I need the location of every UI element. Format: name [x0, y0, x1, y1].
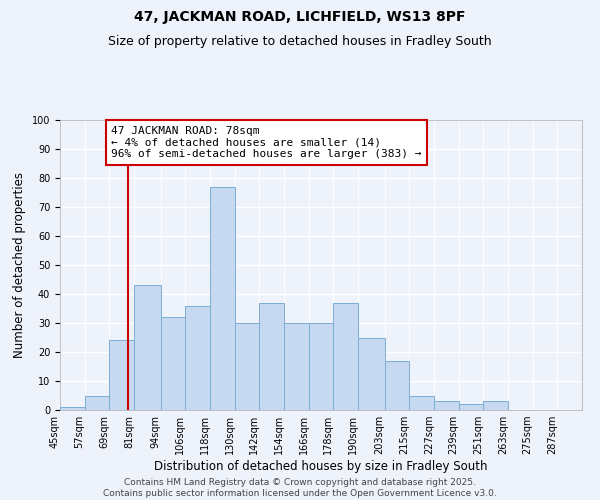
- Bar: [358, 338, 385, 410]
- Bar: [210, 186, 235, 410]
- Bar: [161, 317, 185, 410]
- X-axis label: Distribution of detached houses by size in Fradley South: Distribution of detached houses by size …: [154, 460, 488, 473]
- Bar: [434, 402, 458, 410]
- Bar: [409, 396, 434, 410]
- Bar: [308, 323, 334, 410]
- Bar: [235, 323, 259, 410]
- Bar: [385, 360, 409, 410]
- Text: 47 JACKMAN ROAD: 78sqm
← 4% of detached houses are smaller (14)
96% of semi-deta: 47 JACKMAN ROAD: 78sqm ← 4% of detached …: [112, 126, 422, 159]
- Bar: [458, 404, 484, 410]
- Bar: [284, 323, 308, 410]
- Text: 47, JACKMAN ROAD, LICHFIELD, WS13 8PF: 47, JACKMAN ROAD, LICHFIELD, WS13 8PF: [134, 10, 466, 24]
- Bar: [109, 340, 134, 410]
- Bar: [334, 302, 358, 410]
- Bar: [185, 306, 210, 410]
- Bar: [60, 407, 85, 410]
- Bar: [484, 402, 508, 410]
- Text: Size of property relative to detached houses in Fradley South: Size of property relative to detached ho…: [108, 35, 492, 48]
- Y-axis label: Number of detached properties: Number of detached properties: [13, 172, 26, 358]
- Bar: [259, 302, 284, 410]
- Bar: [85, 396, 109, 410]
- Bar: [134, 286, 161, 410]
- Text: Contains HM Land Registry data © Crown copyright and database right 2025.
Contai: Contains HM Land Registry data © Crown c…: [103, 478, 497, 498]
